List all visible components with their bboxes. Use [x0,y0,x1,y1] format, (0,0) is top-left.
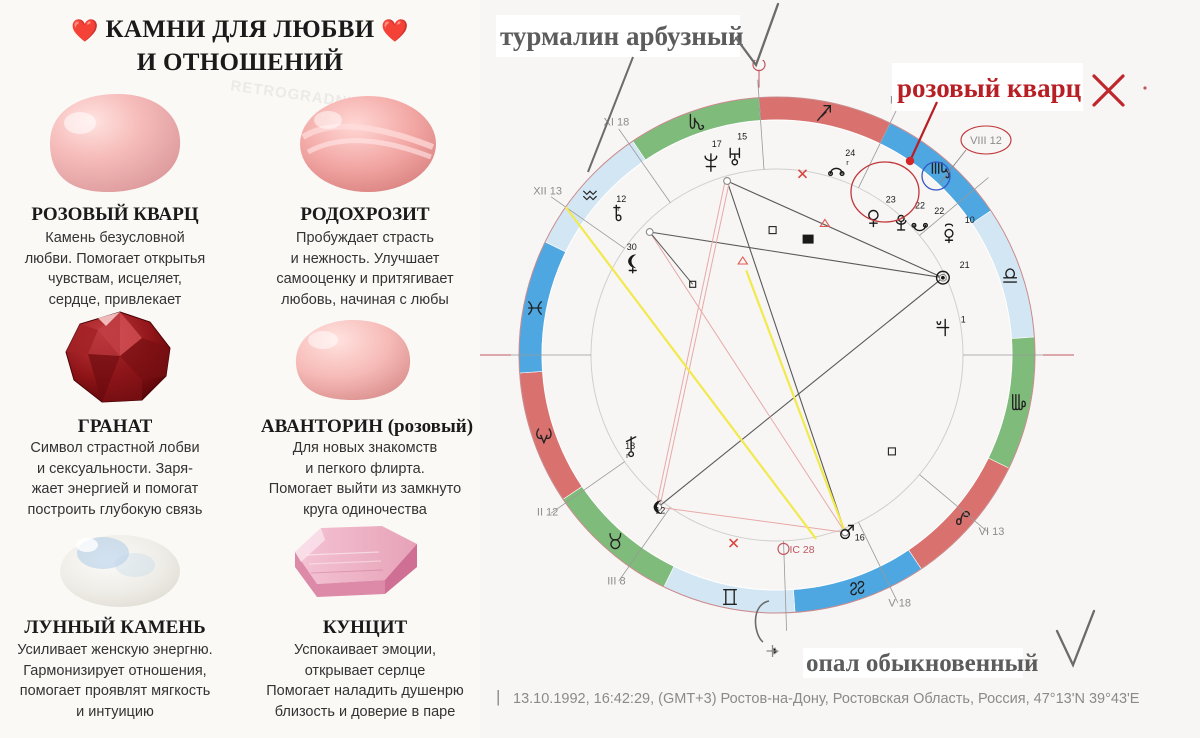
svg-text:опал обыкновенный: опал обыкновенный [806,650,1038,677]
svg-text:13.10.1992, 16:42:29, (GMT+3): 13.10.1992, 16:42:29, (GMT+3) Ростов-на-… [513,691,1140,707]
svg-text:розовый кварц: розовый кварц [897,73,1082,103]
svg-text:турмалин арбузный: турмалин арбузный [500,21,744,51]
svg-text:VIII 12: VIII 12 [970,135,1002,147]
svg-text:|: | [496,687,500,706]
